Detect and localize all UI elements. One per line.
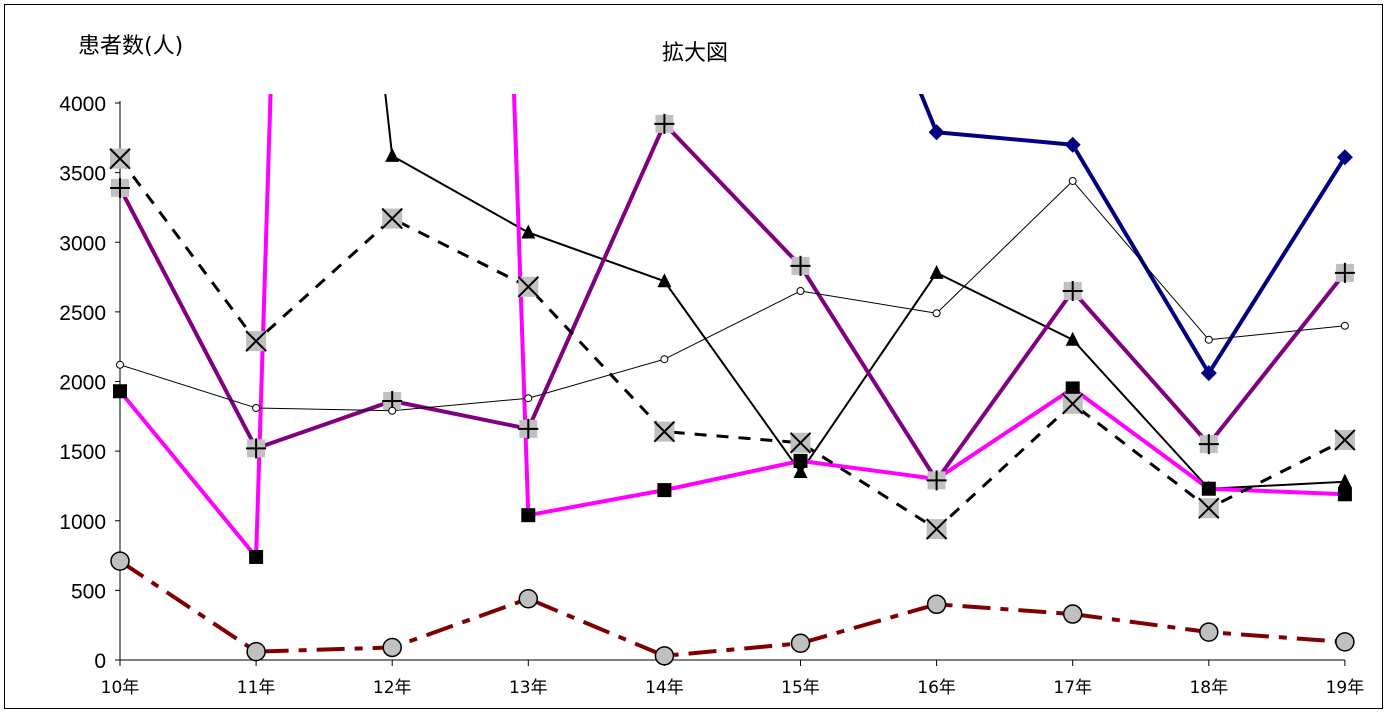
x-marker (517, 276, 540, 298)
x-tick-label: 17年 (1053, 678, 1092, 698)
circle-marker (1062, 604, 1083, 624)
x-tick-label: 10年 (101, 678, 140, 698)
x-marker (789, 432, 812, 454)
circle-marker (1335, 632, 1355, 652)
square-marker (1337, 487, 1352, 502)
plus-marker (790, 255, 811, 276)
plus-marker (518, 418, 539, 439)
series-line (118, 157, 1346, 531)
square-marker (657, 483, 672, 498)
y-tick-label: 1000 (59, 511, 106, 534)
square-marker (1065, 381, 1080, 396)
series-line (918, 94, 1347, 376)
series-line (118, 94, 273, 563)
series-line (512, 94, 1345, 518)
x-marker (109, 147, 131, 170)
series-line (118, 559, 1346, 658)
square-marker (249, 549, 264, 564)
diamond-marker (1064, 136, 1081, 153)
y-tick-label: 2500 (59, 302, 106, 325)
diamond-marker (1336, 149, 1353, 166)
square-marker (793, 453, 808, 468)
x-marker (1061, 393, 1084, 415)
x-marker (653, 420, 676, 443)
plus-marker (1062, 280, 1083, 301)
plus-marker (926, 470, 947, 491)
triangle-marker (1337, 473, 1352, 488)
triangle-marker (385, 147, 400, 162)
x-tick-label: 16年 (917, 678, 956, 698)
diamond-marker (928, 124, 945, 141)
square-marker (521, 508, 536, 523)
y-tick-label: 2000 (59, 372, 106, 395)
x-marker (1334, 429, 1356, 451)
x-marker (381, 207, 403, 230)
open-circle-marker (252, 403, 261, 412)
series-line (119, 180, 1345, 412)
open-circle-marker (660, 355, 669, 364)
x-tick-label: 13年 (509, 678, 548, 698)
open-circle-marker (388, 406, 397, 415)
y-tick-label: 500 (71, 580, 106, 603)
circle-marker (110, 551, 130, 571)
diamond-marker (1200, 365, 1217, 382)
circle-marker (926, 594, 947, 615)
x-tick-label: 12年 (373, 678, 412, 698)
open-circle-marker (116, 360, 124, 369)
square-marker (1201, 481, 1216, 496)
x-tick-label: 15年 (781, 678, 820, 698)
circle-marker (246, 641, 266, 662)
circle-marker (790, 633, 811, 654)
y-tick-label: 3500 (59, 163, 106, 186)
triangle-marker (521, 224, 536, 239)
x-marker (245, 330, 267, 352)
circle-marker (654, 646, 675, 666)
y-tick-label: 1500 (59, 441, 106, 464)
open-circle-marker (524, 394, 533, 403)
triangle-marker (1065, 331, 1080, 346)
open-circle-marker (1068, 176, 1077, 185)
series-line (118, 121, 1347, 483)
chart-frame (4, 4, 1383, 709)
circle-marker (1199, 622, 1219, 642)
x-tick-label: 11年 (237, 678, 276, 698)
circle-marker (518, 588, 539, 609)
square-marker (113, 384, 127, 399)
triangle-marker (929, 264, 944, 279)
y-axis-title: 患者数(人) (78, 34, 183, 59)
x-tick-label: 18年 (1189, 678, 1228, 698)
plus-marker (246, 438, 267, 459)
plus-marker (654, 113, 675, 134)
triangle-marker (793, 464, 808, 479)
open-circle-marker (1204, 335, 1213, 344)
x-tick-label: 14年 (645, 678, 684, 698)
plus-marker (1334, 262, 1355, 283)
x-marker (1198, 497, 1220, 519)
open-circle-marker (932, 309, 941, 318)
x-marker (925, 518, 948, 540)
y-tick-label: 4000 (59, 93, 106, 116)
circle-marker (382, 637, 402, 658)
x-tick-label: 19年 (1326, 678, 1365, 698)
chart-title: 拡大図 (662, 41, 728, 66)
y-tick-label: 3000 (59, 232, 106, 255)
plus-marker (1198, 434, 1219, 455)
triangle-marker (657, 273, 672, 288)
open-circle-marker (796, 286, 805, 295)
plus-marker (110, 177, 130, 198)
y-tick-label: 0 (94, 650, 106, 673)
open-circle-marker (1340, 321, 1349, 330)
